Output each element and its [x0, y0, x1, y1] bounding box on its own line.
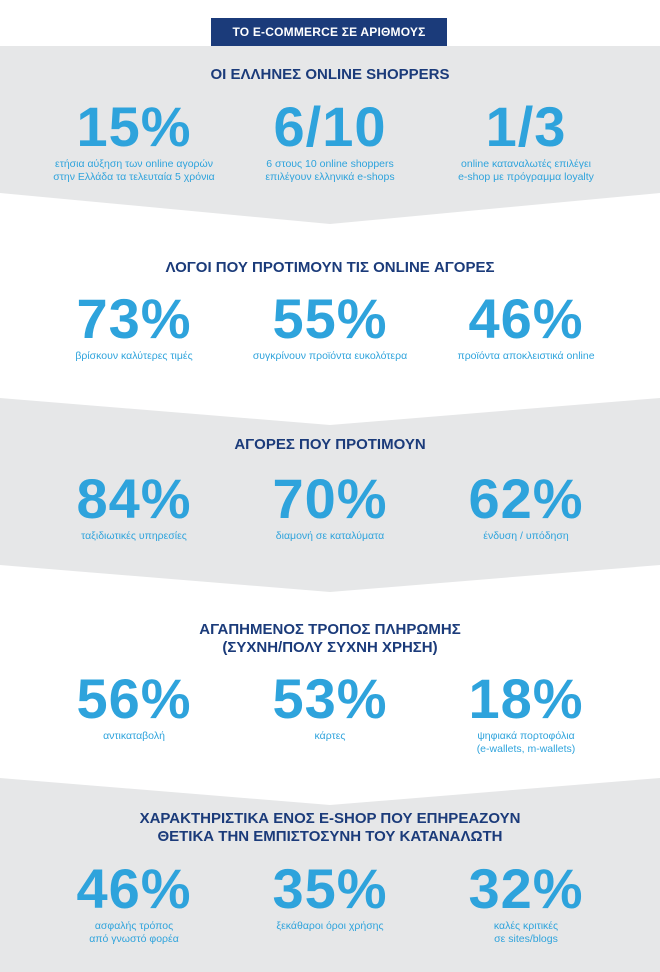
stat-description: διαμονή σε καταλύματα	[275, 530, 385, 542]
stat-value: 46%	[76, 857, 192, 920]
stat-description: βρίσκουν καλύτερες τιμές	[75, 350, 193, 362]
stat-item: 1/3 online καταναλωτές επιλέγει e-shop μ…	[426, 98, 626, 184]
stat-description: ετήσια αύξηση των online αγορών στην Ελλ…	[53, 158, 215, 183]
band-shoppers	[0, 46, 660, 224]
band-trust-features	[0, 778, 660, 972]
infographic-header: ΤΟ E-COMMERCE ΣΕ ΑΡΙΘΜΟΥΣ	[211, 18, 447, 46]
stat-item: 70% διαμονή σε καταλύματα	[230, 470, 430, 543]
stat-value: 15%	[76, 95, 192, 158]
stat-value: 56%	[76, 667, 192, 730]
stat-item: 35% ξεκάθαροι όροι χρήσης	[230, 860, 430, 933]
stat-item: 46% προϊόντα αποκλειστικά online	[426, 290, 626, 363]
stat-description: ταξιδιωτικές υπηρεσίες	[81, 530, 187, 542]
stat-description: συγκρίνουν προϊόντα ευκολότερα	[252, 350, 408, 362]
stat-description: 6 στους 10 online shoppers επιλέγουν ελλ…	[265, 158, 395, 183]
stat-item: 84% ταξιδιωτικές υπηρεσίες	[34, 470, 234, 543]
section-title: ΛΟΓΟΙ ΠΟΥ ΠΡΟΤΙΜΟΥΝ ΤΙΣ ONLINE ΑΓΟΡΕΣ	[165, 259, 495, 276]
stat-value: 18%	[468, 667, 584, 730]
stat-value: 70%	[272, 467, 388, 530]
stat-item: 46% ασφαλής τρόπος από γνωστό φορέα	[34, 860, 234, 946]
stat-description: προϊόντα αποκλειστικά online	[457, 350, 595, 362]
stat-item: 32% καλές κριτικές σε sites/blogs	[426, 860, 626, 946]
section-title: ΑΓΑΠΗΜΕΝΟΣ ΤΡΟΠΟΣ ΠΛΗΡΩΜΗΣ (ΣΥΧΝΗ/ΠΟΛΥ Σ…	[199, 621, 461, 656]
section-title: ΑΓΟΡΕΣ ΠΟΥ ΠΡΟΤΙΜΟΥΝ	[234, 436, 426, 453]
stat-description: καλές κριτικές σε sites/blogs	[493, 920, 559, 945]
stat-description: ψηφιακά πορτοφόλια (e-wallets, m-wallets…	[476, 730, 576, 755]
section-title: ΟΙ ΕΛΛΗΝΕΣ ONLINE SHOPPERS	[210, 66, 450, 83]
stat-description: κάρτες	[314, 730, 346, 742]
stat-description: online καταναλωτές επιλέγει e-shop με πρ…	[458, 158, 594, 183]
stat-value: 84%	[76, 467, 192, 530]
stat-item: 53% κάρτες	[230, 670, 430, 743]
stat-item: 6/10 6 στους 10 online shoppers επιλέγου…	[230, 98, 430, 184]
stat-item: 62% ένδυση / υπόδηση	[426, 470, 626, 543]
stat-value: 1/3	[485, 95, 567, 158]
stat-item: 56% αντικαταβολή	[34, 670, 234, 743]
section-title: ΧΑΡΑΚΤΗΡΙΣΤΙΚΑ ΕΝΟΣ E-SHOP ΠΟΥ ΕΠΗΡΕΑΖΟΥ…	[139, 810, 521, 845]
stat-value: 46%	[468, 287, 584, 350]
stat-item: 73% βρίσκουν καλύτερες τιμές	[34, 290, 234, 363]
stat-value: 32%	[468, 857, 584, 920]
stat-item: 15% ετήσια αύξηση των online αγορών στην…	[34, 98, 234, 184]
stat-value: 6/10	[273, 95, 387, 158]
band-preferred-purchases	[0, 398, 660, 592]
stat-description: αντικαταβολή	[103, 730, 165, 742]
stat-item: 55% συγκρίνουν προϊόντα ευκολότερα	[230, 290, 430, 363]
stat-item: 18% ψηφιακά πορτοφόλια (e-wallets, m-wal…	[426, 670, 626, 756]
stat-value: 55%	[272, 287, 388, 350]
stat-value: 53%	[272, 667, 388, 730]
stat-description: ένδυση / υπόδηση	[483, 530, 569, 542]
stat-description: ξεκάθαροι όροι χρήσης	[276, 920, 384, 932]
stat-value: 62%	[468, 467, 584, 530]
stat-description: ασφαλής τρόπος από γνωστό φορέα	[89, 920, 179, 945]
stat-value: 35%	[272, 857, 388, 920]
stat-value: 73%	[76, 287, 192, 350]
